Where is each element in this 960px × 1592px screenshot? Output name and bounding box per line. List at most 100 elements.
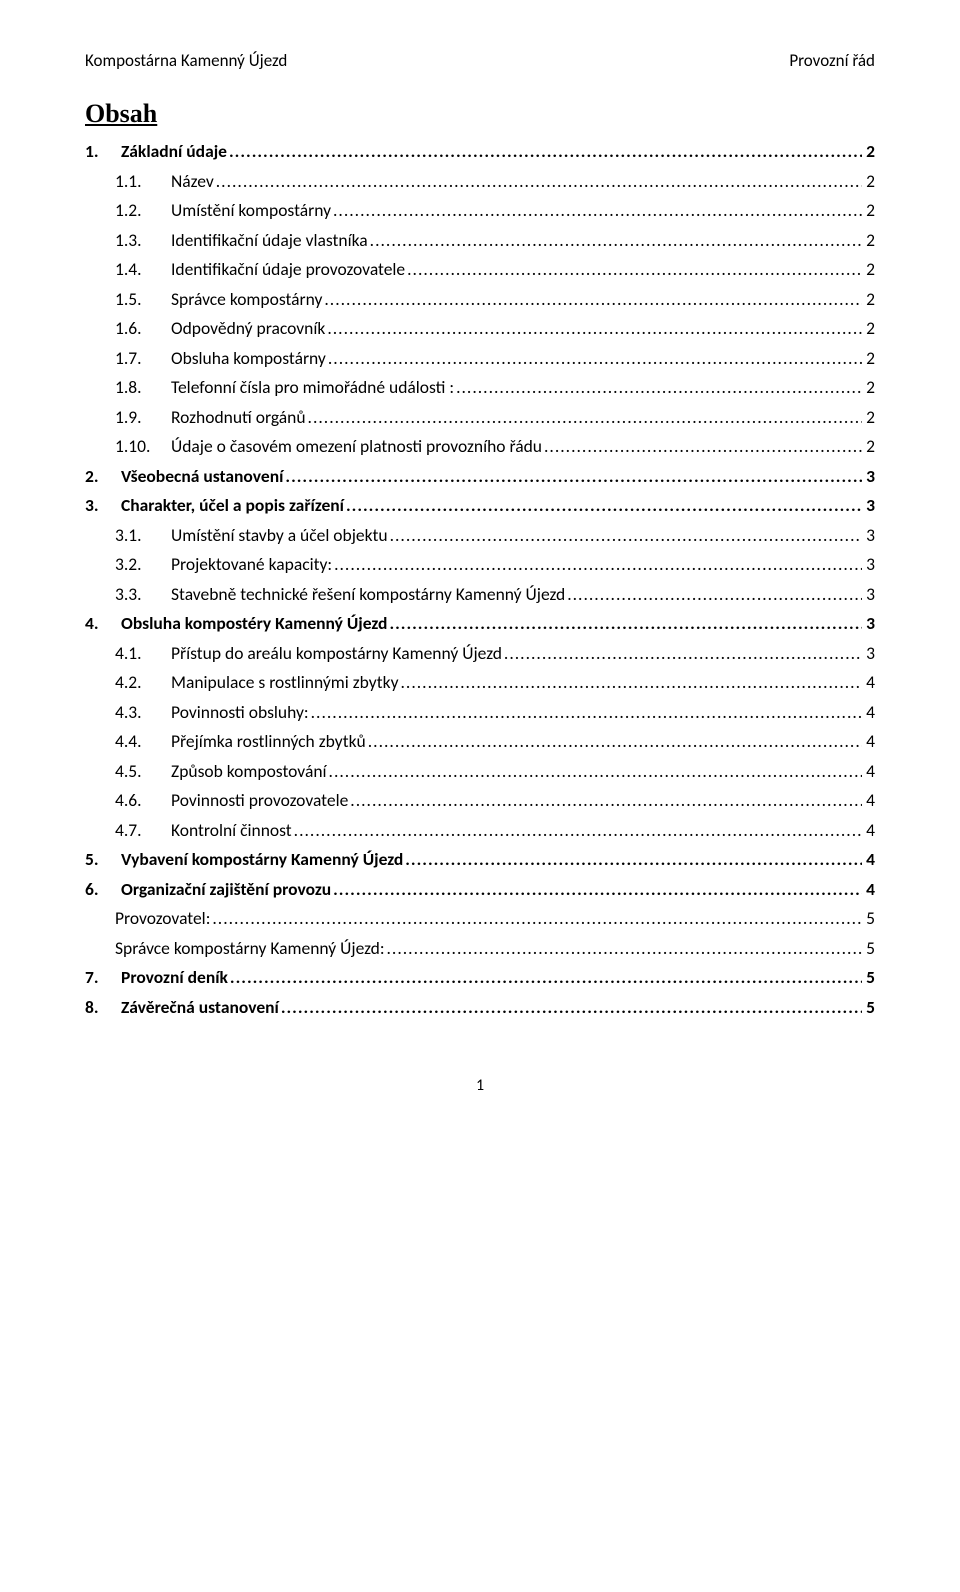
toc-page: 4 — [862, 704, 875, 722]
toc-page: 5 — [862, 910, 875, 928]
toc-leader-dots — [214, 173, 862, 191]
toc-row[interactable]: 1.2.Umístění kompostárny2 — [85, 202, 875, 220]
toc-row[interactable]: 1.8.Telefonní čísla pro mimořádné událos… — [85, 379, 875, 397]
toc-row[interactable]: Správce kompostárny Kamenný Újezd: 5 — [85, 940, 875, 958]
toc-row[interactable]: 4.1.Přístup do areálu kompostárny Kamenn… — [85, 645, 875, 663]
toc-number: 8. — [85, 999, 121, 1017]
toc-page: 3 — [862, 468, 875, 486]
toc-row[interactable]: 1.Základní údaje2 — [85, 143, 875, 161]
toc-label: Provozní deník — [121, 969, 228, 987]
toc-leader-dots — [322, 291, 862, 309]
toc-label: Odpovědný pracovník — [171, 320, 325, 338]
toc-label: Správce kompostárny Kamenný Újezd: — [115, 940, 385, 958]
toc-label: Povinnosti provozovatele — [171, 792, 348, 810]
toc-number: 3.1. — [115, 527, 171, 545]
toc-number: 4.7. — [115, 822, 171, 840]
toc-row[interactable]: 4.4.Přejímka rostlinných zbytků4 — [85, 733, 875, 751]
page: Kompostárna Kamenný Újezd Provozní řád O… — [0, 0, 960, 1135]
toc-row[interactable]: 4.5.Způsob kompostování4 — [85, 763, 875, 781]
toc-page: 3 — [862, 497, 875, 515]
toc-row[interactable]: 1.5.Správce kompostárny2 — [85, 291, 875, 309]
toc-label: Údaje o časovém omezení platnosti provoz… — [171, 438, 542, 456]
toc-label: Projektované kapacity: — [171, 556, 332, 574]
toc-leader-dots — [309, 704, 863, 722]
toc-number: 4.6. — [115, 792, 171, 810]
toc-leader-dots — [403, 851, 862, 869]
toc-label: Charakter, účel a popis zařízení — [121, 497, 344, 515]
toc-leader-dots — [326, 350, 862, 368]
toc-page: 3 — [862, 586, 875, 604]
toc-row[interactable]: 7.Provozní deník5 — [85, 969, 875, 987]
toc-label: Vybavení kompostárny Kamenný Újezd — [121, 851, 403, 869]
toc-number: 4.1. — [115, 645, 171, 663]
toc-row[interactable]: 1.6.Odpovědný pracovník2 — [85, 320, 875, 338]
toc-label: Telefonní čísla pro mimořádné události : — [171, 379, 454, 397]
toc-row[interactable]: 3.2.Projektované kapacity:3 — [85, 556, 875, 574]
toc-label: Název — [171, 173, 214, 191]
toc-page: 2 — [862, 173, 875, 191]
toc-leader-dots — [306, 409, 863, 427]
toc-page: 4 — [862, 792, 875, 810]
toc-label: Základní údaje — [121, 143, 227, 161]
toc-number: 6. — [85, 881, 121, 899]
toc-row[interactable]: 4.Obsluha kompostéry Kamenný Újezd3 — [85, 615, 875, 633]
toc-row[interactable]: 1.7.Obsluha kompostárny2 — [85, 350, 875, 368]
toc-page: 5 — [862, 999, 875, 1017]
toc-label: Identifikační údaje vlastníka — [171, 232, 368, 250]
toc-row[interactable]: 3.Charakter, účel a popis zařízení 3 — [85, 497, 875, 515]
header-right: Provozní řád — [789, 50, 875, 71]
toc-row[interactable]: 3.3.Stavebně technické řešení kompostárn… — [85, 586, 875, 604]
toc-page: 4 — [862, 763, 875, 781]
toc-row[interactable]: 1.4.Identifikační údaje provozovatele2 — [85, 261, 875, 279]
toc-leader-dots — [348, 792, 862, 810]
toc-leader-dots — [368, 232, 862, 250]
toc-page: 2 — [862, 143, 875, 161]
toc-number: 2. — [85, 468, 121, 486]
toc-row[interactable]: 4.7.Kontrolní činnost4 — [85, 822, 875, 840]
toc-label: Manipulace s rostlinnými zbytky — [171, 674, 399, 692]
toc-leader-dots — [388, 527, 863, 545]
toc-leader-dots — [399, 674, 863, 692]
toc-page: 2 — [862, 320, 875, 338]
page-header: Kompostárna Kamenný Újezd Provozní řád — [85, 50, 875, 71]
toc-leader-dots — [327, 763, 863, 781]
toc-row[interactable]: 1.9.Rozhodnutí orgánů2 — [85, 409, 875, 427]
toc-row[interactable]: 4.3.Povinnosti obsluhy:4 — [85, 704, 875, 722]
toc-page: 2 — [862, 350, 875, 368]
table-of-contents: 1.Základní údaje21.1.Název21.2.Umístění … — [85, 143, 875, 1016]
toc-row[interactable]: 4.2.Manipulace s rostlinnými zbytky4 — [85, 674, 875, 692]
toc-page: 3 — [862, 527, 875, 545]
toc-row[interactable]: 6.Organizační zajištění provozu4 — [85, 881, 875, 899]
toc-row[interactable]: 1.10.Údaje o časovém omezení platnosti p… — [85, 438, 875, 456]
toc-row[interactable]: 4.6.Povinnosti provozovatele 4 — [85, 792, 875, 810]
toc-leader-dots — [332, 556, 862, 574]
toc-row[interactable]: 1.3.Identifikační údaje vlastníka2 — [85, 232, 875, 250]
toc-number: 5. — [85, 851, 121, 869]
toc-number: 1.7. — [115, 350, 171, 368]
toc-label: Všeobecná ustanovení — [121, 468, 283, 486]
toc-leader-dots — [454, 379, 862, 397]
toc-number: 1.1. — [115, 173, 171, 191]
toc-number: 1.3. — [115, 232, 171, 250]
toc-number: 4.2. — [115, 674, 171, 692]
toc-leader-dots — [385, 940, 863, 958]
toc-page: 2 — [862, 379, 875, 397]
toc-number: 4. — [85, 615, 121, 633]
toc-page: 2 — [862, 261, 875, 279]
toc-row[interactable]: Provozovatel: 5 — [85, 910, 875, 928]
toc-row[interactable]: 2.Všeobecná ustanovení 3 — [85, 468, 875, 486]
toc-number: 3. — [85, 497, 121, 515]
toc-leader-dots — [292, 822, 862, 840]
toc-leader-dots — [405, 261, 862, 279]
toc-page: 3 — [862, 615, 875, 633]
toc-row[interactable]: 1.1.Název 2 — [85, 173, 875, 191]
toc-row[interactable]: 5.Vybavení kompostárny Kamenný Újezd4 — [85, 851, 875, 869]
toc-page: 2 — [862, 438, 875, 456]
toc-number: 1.10. — [115, 438, 171, 456]
toc-label: Provozovatel: — [115, 910, 210, 928]
toc-label: Závěrečná ustanovení — [121, 999, 279, 1017]
toc-row[interactable]: 3.1.Umístění stavby a účel objektu3 — [85, 527, 875, 545]
toc-leader-dots — [325, 320, 862, 338]
toc-leader-dots — [331, 202, 862, 220]
toc-row[interactable]: 8.Závěrečná ustanovení 5 — [85, 999, 875, 1017]
